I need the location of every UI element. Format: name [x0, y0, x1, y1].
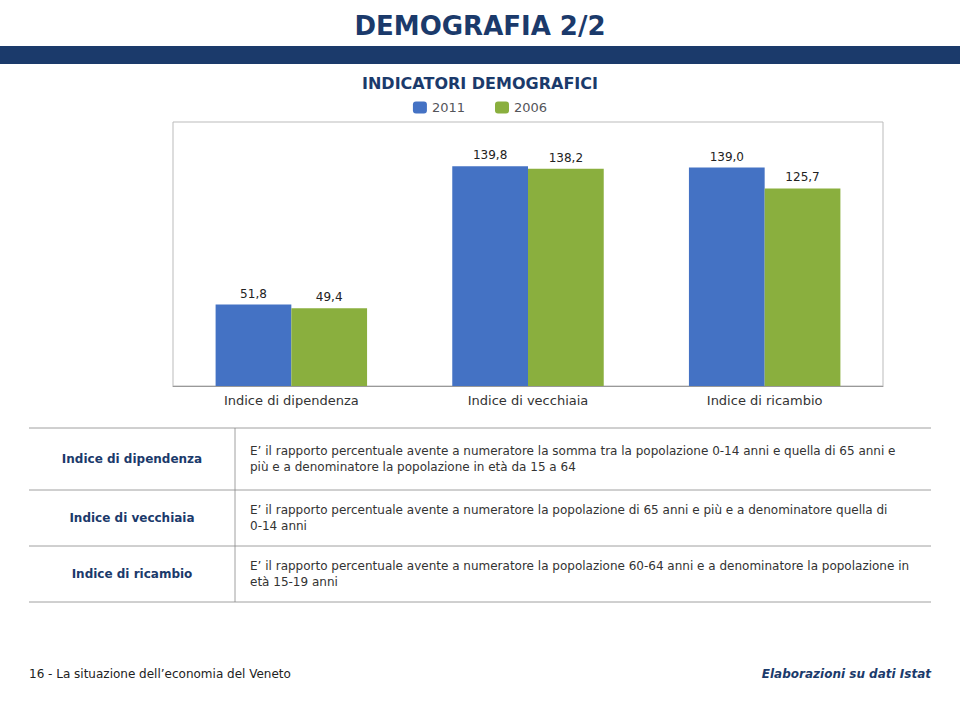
svg-text:Indice di dipendenza: Indice di dipendenza [62, 452, 202, 466]
svg-text:16 - La situazione dell’econom: 16 - La situazione dell’economia del Ven… [29, 667, 291, 681]
svg-text:138,2: 138,2 [549, 151, 583, 165]
svg-text:125,7: 125,7 [785, 170, 819, 184]
svg-text:DEMOGRAFIA 2/2: DEMOGRAFIA 2/2 [354, 11, 605, 41]
svg-text:Indice di vecchiaia: Indice di vecchiaia [69, 511, 194, 525]
svg-text:Indice di vecchiaia: Indice di vecchiaia [468, 393, 589, 408]
svg-text:2011: 2011 [432, 100, 465, 115]
svg-text:E’ il rapporto percentuale ave: E’ il rapporto percentuale avente a nume… [250, 503, 891, 517]
svg-text:Indice di ricambio: Indice di ricambio [707, 393, 823, 408]
svg-text:INDICATORI DEMOGRAFICI: INDICATORI DEMOGRAFICI [362, 74, 598, 93]
svg-text:più e a denominatore la popola: più e a denominatore la popolazione in e… [250, 460, 576, 474]
svg-text:0-14 anni: 0-14 anni [250, 519, 307, 533]
svg-text:51,8: 51,8 [240, 287, 267, 301]
svg-text:Indice di ricambio: Indice di ricambio [72, 567, 193, 581]
svg-text:Elaborazioni su dati Istat: Elaborazioni su dati Istat [762, 667, 932, 681]
svg-text:49,4: 49,4 [316, 290, 343, 304]
svg-text:età 15-19 anni: età 15-19 anni [250, 575, 338, 589]
svg-text:Indice di dipendenza: Indice di dipendenza [224, 393, 359, 408]
svg-text:E’ il rapporto percentuale ave: E’ il rapporto percentuale avente a nume… [250, 444, 899, 458]
svg-text:2006: 2006 [514, 100, 547, 115]
svg-text:139,0: 139,0 [710, 150, 744, 164]
svg-text:E’ il rapporto percentuale ave: E’ il rapporto percentuale avente a nume… [250, 559, 913, 573]
svg-text:139,8: 139,8 [473, 148, 507, 162]
